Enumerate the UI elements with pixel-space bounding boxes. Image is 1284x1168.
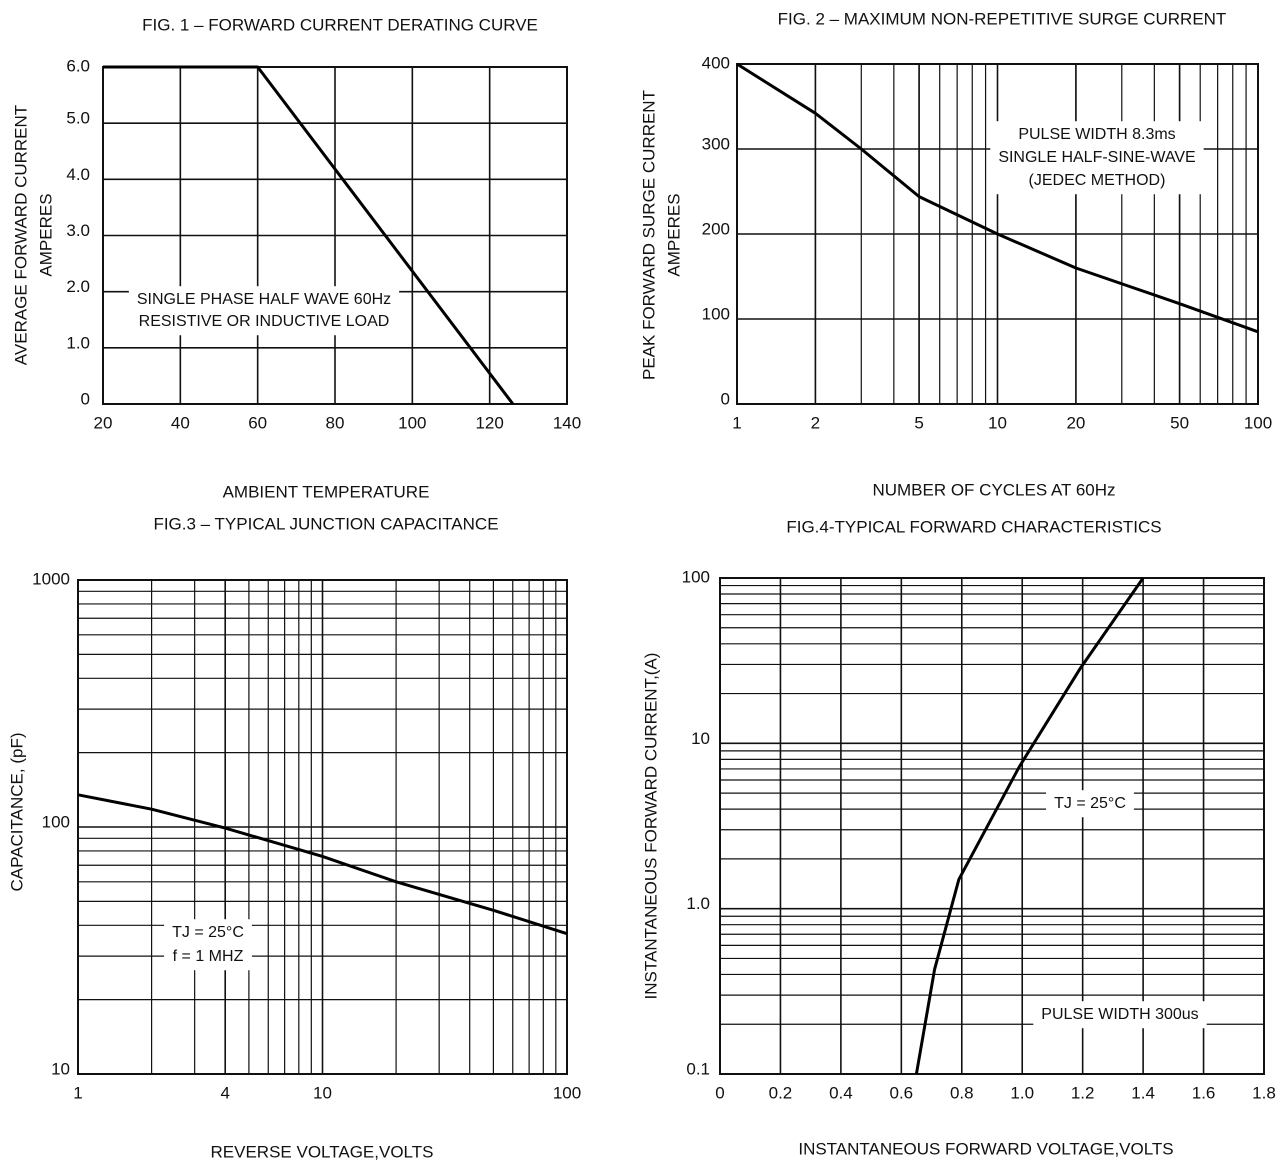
y-axis-label: INSTANTANEOUS FORWARD CURRENT,(A) xyxy=(641,653,660,1000)
plot-frame xyxy=(736,63,1259,405)
data-line xyxy=(914,577,1145,1075)
x-tick-label: 1.8 xyxy=(1252,1083,1276,1102)
y-tick-label: 300 xyxy=(702,134,730,153)
x-tick-label: 40 xyxy=(171,413,190,432)
x-tick-label: 5 xyxy=(914,413,923,432)
x-axis-label: AMBIENT TEMPERATURE xyxy=(223,482,430,501)
x-tick-label: 1 xyxy=(73,1083,82,1102)
y-tick-label: 4.0 xyxy=(66,165,90,184)
y-tick-label: 100 xyxy=(42,812,70,831)
y-tick-label: 0 xyxy=(81,389,90,408)
x-tick-label: 1.2 xyxy=(1071,1083,1095,1102)
x-axis-label: NUMBER OF CYCLES AT 60Hz xyxy=(872,480,1115,499)
x-tick-label: 0.4 xyxy=(829,1083,853,1102)
data-line xyxy=(736,62,1259,334)
plot-frame xyxy=(102,66,568,405)
y-tick-label: 2.0 xyxy=(66,277,90,296)
y-tick-label: 5.0 xyxy=(66,109,90,128)
chart-title: FIG.4-TYPICAL FORWARD CHARACTERISTICS xyxy=(786,517,1161,536)
data-line xyxy=(103,65,515,405)
plot-frame xyxy=(77,579,568,1075)
x-tick-label: 20 xyxy=(94,413,113,432)
y-tick-label: 1.0 xyxy=(66,333,90,352)
chart: 20 40 60 80 100 120 140 0 1.0 2.0 3.0 4.0 5.0 6.0 SING… xyxy=(11,15,581,501)
plot-frame xyxy=(719,577,1265,1075)
x-tick-label: 1.0 xyxy=(1010,1083,1034,1102)
x-tick-label: 1 xyxy=(732,413,741,432)
x-tick-label: 50 xyxy=(1170,413,1189,432)
annotation-background xyxy=(1046,790,1134,818)
annotation: SINGLE HALF-SINE-WAVE xyxy=(998,149,1195,166)
x-tick-label: 0 xyxy=(715,1083,724,1102)
x-tick-label: 0.2 xyxy=(769,1083,793,1102)
x-tick-label: 80 xyxy=(326,413,345,432)
x-tick-label: 0.6 xyxy=(890,1083,914,1102)
x-tick-label: 100 xyxy=(1244,413,1272,432)
y-tick-label: 1000 xyxy=(32,569,70,588)
chart-title: FIG. 2 – MAXIMUM NON-REPETITIVE SURGE CU… xyxy=(778,9,1227,28)
y-axis-label: CAPACITANCE, (pF) xyxy=(7,733,26,892)
annotation-background xyxy=(990,121,1204,195)
annotation: SINGLE PHASE HALF WAVE 60Hz xyxy=(137,291,391,308)
x-tick-label: 120 xyxy=(475,413,503,432)
chart: 1 4 10 100 10 100 1000 TJ = 25°C f = 1 MHZ FIG.3 … xyxy=(7,514,581,1161)
y-tick-label: 10 xyxy=(51,1059,70,1078)
x-tick-label: 100 xyxy=(398,413,426,432)
x-tick-label: 10 xyxy=(988,413,1007,432)
y-tick-label: 0 xyxy=(721,389,730,408)
annotation: f = 1 MHZ xyxy=(173,948,244,965)
y-tick-label: 1.0 xyxy=(686,894,710,913)
annotation: PULSE WIDTH 300us xyxy=(1041,1006,1198,1023)
y-tick-label: 100 xyxy=(682,567,710,586)
x-axis-label: REVERSE VOLTAGE,VOLTS xyxy=(211,1142,434,1161)
y-axis-label: AVERAGE FORWARD CURRENT xyxy=(11,105,30,365)
chart-title: FIG. 1 – FORWARD CURRENT DERATING CURVE xyxy=(142,15,538,34)
annotation-background xyxy=(1033,1001,1207,1029)
annotation: PULSE WIDTH 8.3ms xyxy=(1018,126,1175,143)
annotation-background xyxy=(128,286,400,336)
annotation-background xyxy=(164,919,252,971)
x-tick-label: 1.6 xyxy=(1192,1083,1216,1102)
y-axis-label: AMPERES xyxy=(36,193,55,276)
annotation: RESISTIVE OR INDUCTIVE LOAD xyxy=(139,313,390,330)
y-tick-label: 6.0 xyxy=(66,56,90,75)
x-tick-label: 20 xyxy=(1066,413,1085,432)
x-axis-label: INSTANTANEOUS FORWARD VOLTAGE,VOLTS xyxy=(798,1139,1173,1158)
y-axis-label: AMPERES xyxy=(664,193,683,276)
x-tick-label: 1.4 xyxy=(1131,1083,1155,1102)
x-tick-label: 100 xyxy=(553,1083,581,1102)
x-tick-label: 140 xyxy=(553,413,581,432)
annotation: TJ = 25°C xyxy=(1054,795,1126,812)
y-tick-label: 100 xyxy=(702,304,730,323)
x-tick-label: 4 xyxy=(220,1083,229,1102)
data-line xyxy=(77,793,568,936)
x-tick-label: 0.8 xyxy=(950,1083,974,1102)
x-tick-label: 60 xyxy=(248,413,267,432)
y-tick-label: 0.1 xyxy=(686,1059,710,1078)
y-tick-label: 400 xyxy=(702,53,730,72)
y-tick-label: 3.0 xyxy=(66,221,90,240)
chart: 0 0.2 0.4 0.6 0.8 1.0 1.2 1.4 1.6 1.8 0.1 1.0 10 100 T… xyxy=(641,517,1275,1158)
annotation: TJ = 25°C xyxy=(172,924,244,941)
annotation: (JEDEC METHOD) xyxy=(1029,172,1166,189)
x-tick-label: 10 xyxy=(313,1083,332,1102)
chart: 1 2 5 10 20 50 100 0 100 200 300 400 PULSE WIDTH 8.3… xyxy=(639,9,1272,499)
y-tick-label: 10 xyxy=(691,729,710,748)
chart-title: FIG.3 – TYPICAL JUNCTION CAPACITANCE xyxy=(153,514,498,533)
y-axis-label: PEAK FORWARD SURGE CURRENT xyxy=(639,90,658,380)
y-tick-label: 200 xyxy=(702,219,730,238)
x-tick-label: 2 xyxy=(811,413,820,432)
